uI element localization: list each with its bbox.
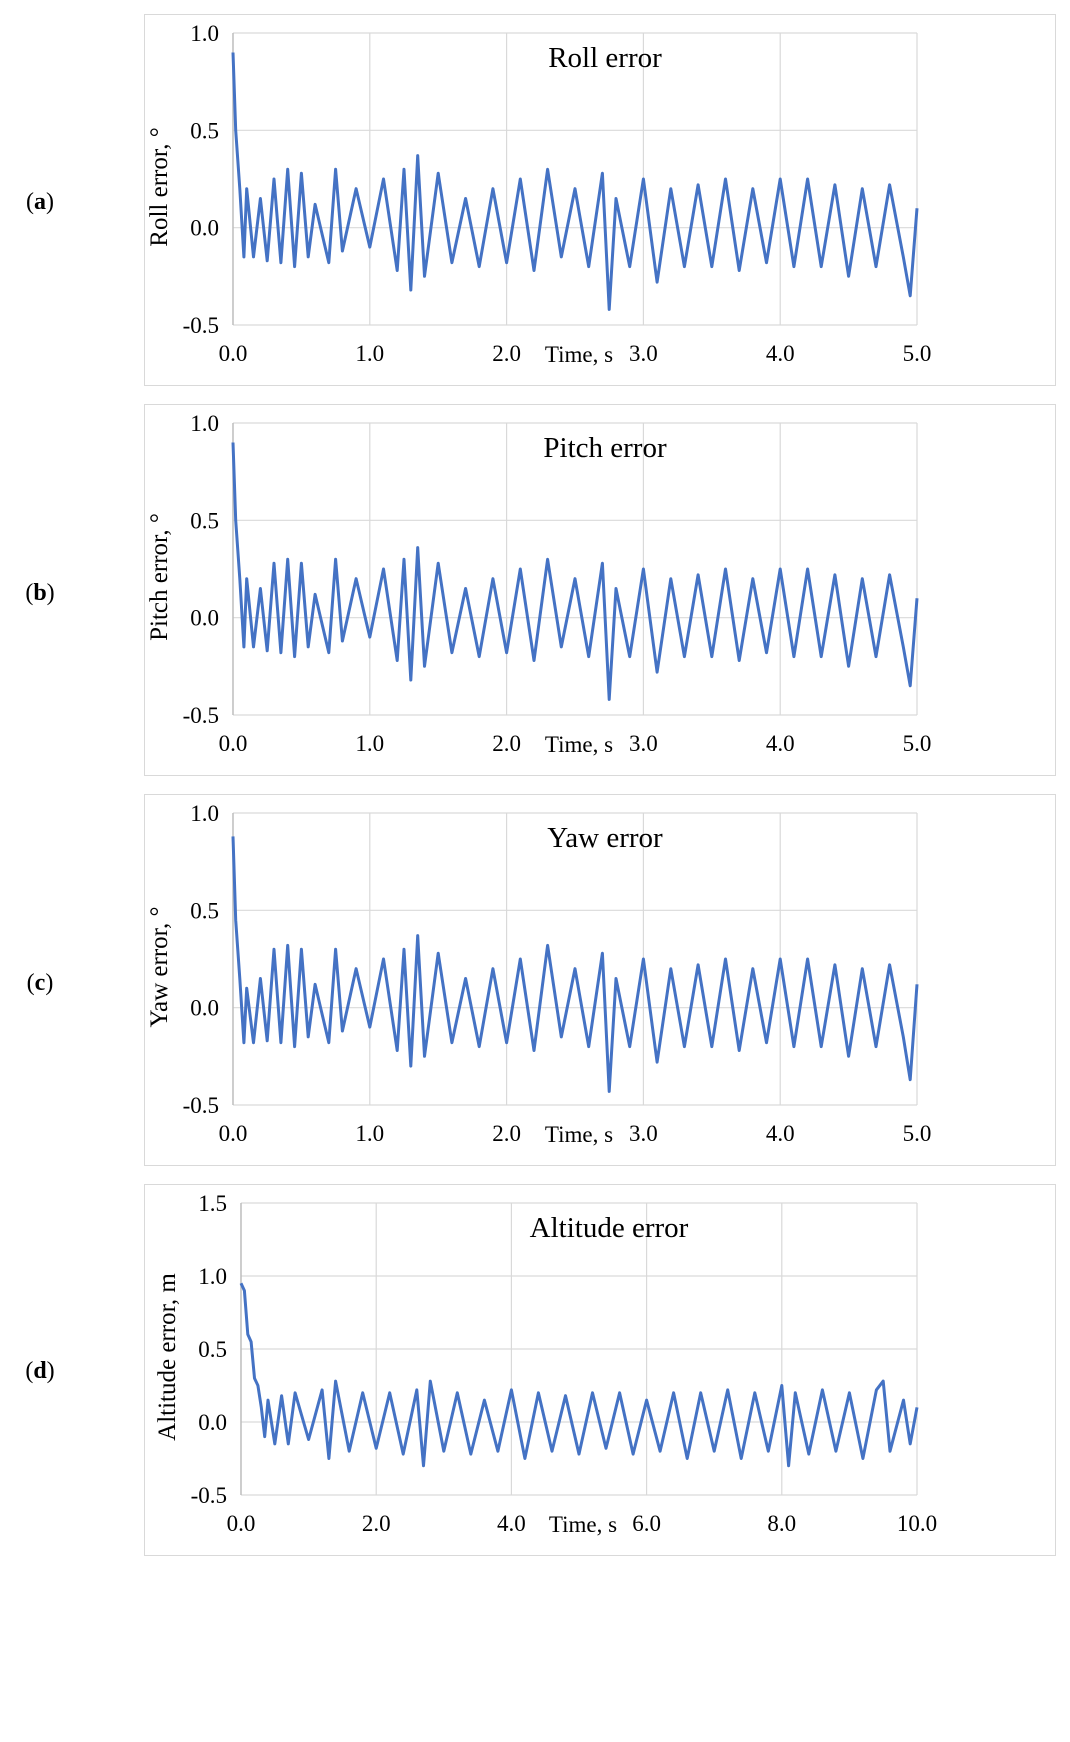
x-tick-label: 1.0: [355, 731, 384, 756]
x-tick-label: 8.0: [767, 1511, 796, 1536]
series-line: [239, 1282, 919, 1468]
y-tick-label: 1.5: [198, 1191, 227, 1216]
x-tick-label: 1.0: [355, 341, 384, 366]
chart-pitch-error: 0.0 1.0 2.0 3.0 4.0 5.0 -0.5 0.0 0.5 1.0 Pitch err…: [144, 404, 1056, 776]
chart-title: Pitch error: [543, 432, 667, 464]
y-tick-label: 1.0: [190, 801, 219, 826]
x-tick-label: 4.0: [766, 731, 795, 756]
y-axis-label: Roll error, °: [146, 127, 173, 246]
y-tick-label: 0.5: [190, 508, 219, 533]
y-tick-label: 1.0: [190, 411, 219, 436]
y-tick-label: 0.5: [190, 898, 219, 923]
y-axis-label: Yaw error, °: [146, 906, 173, 1027]
x-tick-label: 3.0: [629, 731, 658, 756]
y-tick-label: -0.5: [183, 703, 219, 728]
y-axis-label: Pitch error, °: [146, 513, 173, 641]
x-tick-label: 5.0: [903, 341, 932, 366]
x-tick-label: 2.0: [492, 731, 521, 756]
x-axis-label: Time, s: [545, 342, 613, 367]
x-tick-label: 1.0: [355, 1121, 384, 1146]
chart-title: Roll error: [548, 42, 662, 74]
series-line: [231, 52, 919, 311]
y-tick-label: 1.0: [198, 1264, 227, 1289]
chart-roll-error: 0.0 1.0 2.0 3.0 4.0 5.0 -0.5 0.0 0.5 1.0 Roll erro…: [144, 14, 1056, 386]
chart-title: Altitude error: [530, 1212, 689, 1244]
x-tick-label: 4.0: [766, 341, 795, 366]
x-tick-label: 3.0: [629, 341, 658, 366]
panel-label-a: (a): [26, 189, 54, 215]
x-axis-label: Time, s: [549, 1512, 617, 1537]
x-tick-label: 3.0: [629, 1121, 658, 1146]
chart-altitude-error: 0.0 2.0 4.0 6.0 8.0 10.0 -0.5 0.0 0.5 1.0 1.5 Altit…: [144, 1184, 1056, 1556]
x-tick-label: 0.0: [219, 1121, 248, 1146]
y-tick-label: -0.5: [183, 1093, 219, 1118]
y-tick-label: 0.0: [190, 216, 219, 241]
panel-label-c: (c): [26, 970, 54, 996]
x-axis-label: Time, s: [545, 1122, 613, 1147]
x-tick-label: 4.0: [766, 1121, 795, 1146]
x-tick-label: 5.0: [903, 1121, 932, 1146]
x-tick-label: 0.0: [219, 731, 248, 756]
x-tick-label: 2.0: [492, 1121, 521, 1146]
x-tick-label: 0.0: [219, 341, 248, 366]
chart-altitude-error-svg: 0.0 2.0 4.0 6.0 8.0 10.0-0.50.00.51.01.5Altit…: [154, 1191, 937, 1537]
y-tick-label: 0.0: [198, 1410, 227, 1435]
chart-yaw-error: 0.0 1.0 2.0 3.0 4.0 5.0 -0.5 0.0 0.5 1.0 Yaw error…: [144, 794, 1056, 1166]
x-tick-label: 6.0: [632, 1511, 661, 1536]
y-tick-label: -0.5: [183, 313, 219, 338]
x-tick-label: 2.0: [362, 1511, 391, 1536]
x-tick-label: 4.0: [497, 1511, 526, 1536]
x-tick-label: 5.0: [903, 731, 932, 756]
chart-title: Yaw error: [547, 822, 663, 854]
x-tick-label: 10.0: [897, 1511, 937, 1536]
x-axis-label: Time, s: [545, 732, 613, 757]
y-tick-label: -0.5: [191, 1483, 227, 1508]
y-tick-label: 0.5: [190, 118, 219, 143]
panel-label-d: (d): [25, 1358, 55, 1384]
y-tick-label: 1.0: [190, 21, 219, 46]
x-tick-label: 2.0: [492, 341, 521, 366]
x-tick-label: 0.0: [227, 1511, 256, 1536]
y-axis-label: Altitude error, m: [154, 1273, 181, 1441]
y-tick-label: 0.5: [198, 1337, 227, 1362]
series-line: [231, 836, 919, 1093]
y-tick-label: 0.0: [190, 606, 219, 631]
y-tick-label: 0.0: [190, 996, 219, 1021]
series-line: [231, 442, 919, 701]
panel-label-b: (b): [25, 580, 55, 606]
